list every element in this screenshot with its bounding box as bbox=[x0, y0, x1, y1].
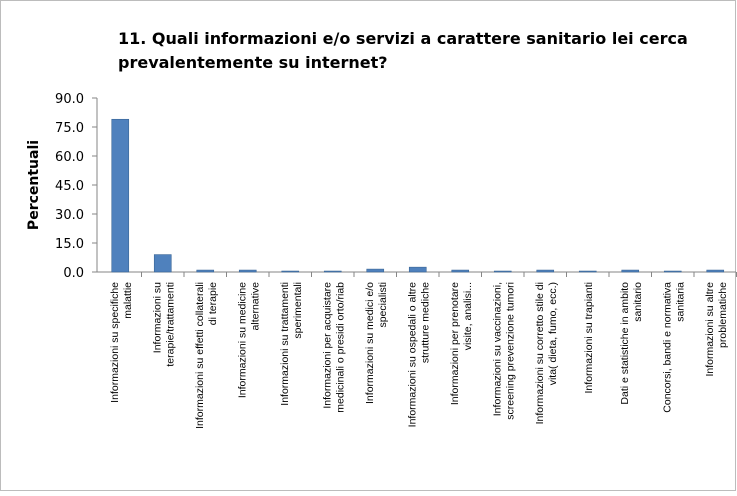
x-tick-label-line: malattie bbox=[122, 282, 134, 319]
y-tick-label: 60.0 bbox=[55, 150, 84, 165]
bar bbox=[196, 269, 215, 273]
x-tick-label-line: terapie/trattamenti bbox=[164, 282, 176, 367]
x-tick-label-line: Informazioni su trattamenti bbox=[279, 282, 291, 406]
title-line: prevalentemente su internet? bbox=[118, 53, 388, 72]
bar bbox=[536, 269, 555, 273]
y-tick-label: 75.0 bbox=[55, 121, 84, 136]
bar bbox=[323, 270, 342, 273]
y-tick-label: 30.0 bbox=[55, 208, 84, 223]
x-tick-label-line: Informazioni per prenotare bbox=[449, 282, 461, 405]
x-tick-label-line: Informazioni per acquistare bbox=[321, 282, 333, 409]
bar bbox=[706, 269, 725, 273]
x-tick-label-line: medicinali o presidi orto/riab bbox=[334, 282, 346, 413]
x-tick-label-line: sanitario bbox=[632, 282, 644, 322]
x-tick-label-line: Informazioni su trapianti bbox=[583, 282, 595, 393]
bar bbox=[663, 270, 682, 273]
bar bbox=[153, 254, 172, 273]
y-axis-label: Percentuali bbox=[26, 140, 42, 230]
title-line: 11. Quali informazioni e/o servizi a car… bbox=[118, 29, 688, 48]
x-tick-label: Informazioni su medicinealternative bbox=[236, 282, 261, 398]
y-tick-label: 45.0 bbox=[55, 179, 84, 194]
x-tick-label-line: Informazioni su medicine bbox=[236, 282, 248, 398]
x-tick-label: Dati e statistiche in ambitosanitario bbox=[619, 282, 644, 405]
y-tick-label: 0.0 bbox=[63, 266, 84, 281]
x-tick-label: Concorsi, bandi e normativasanitaria bbox=[661, 282, 686, 413]
x-tick-label-line: di terapie bbox=[207, 282, 219, 325]
bar bbox=[366, 268, 385, 273]
x-tick-label-line: sanitaria bbox=[674, 282, 686, 322]
y-tick-label: 15.0 bbox=[55, 237, 84, 252]
chart-title: 11. Quali informazioni e/o servizi a car… bbox=[118, 29, 693, 72]
x-tick-label-line: strutture mediche bbox=[419, 282, 431, 363]
bar bbox=[451, 269, 470, 273]
x-tick-label-line: screening prevenzione tumori bbox=[504, 282, 516, 420]
x-tick-label: Informazioni su altreproblematiche bbox=[704, 282, 729, 377]
x-tick-label-line: Informazioni su corretto stile di bbox=[534, 282, 546, 424]
bar bbox=[281, 270, 300, 273]
x-tick-label-line: alternative bbox=[249, 282, 261, 331]
x-tick-label: Informazioni su vaccinazioni,screening p… bbox=[491, 282, 516, 420]
x-tick-label: Informazioni su medici e/ospecialisti bbox=[364, 282, 389, 404]
x-tick-label-line: Dati e statistiche in ambito bbox=[619, 282, 631, 405]
x-tick-label-line: Informazioni su ospedali o altre bbox=[406, 282, 418, 427]
x-tick-label-line: Informazioni su bbox=[151, 282, 163, 353]
x-tick-label: Informazioni suterapie/trattamenti bbox=[151, 282, 176, 367]
x-tick-label: Informazioni su ospedali o altrestruttur… bbox=[406, 282, 431, 427]
bar bbox=[578, 270, 597, 273]
bar bbox=[111, 118, 130, 273]
bar bbox=[621, 269, 640, 273]
x-tick-label-line: Informazioni su medici e/o bbox=[364, 282, 376, 404]
x-tick-label: Informazioni per prenotarevisite, analis… bbox=[449, 282, 474, 405]
x-tick-label-line: Informazioni su effetti collaterali bbox=[194, 282, 206, 429]
x-tick-label-line: sperimentali bbox=[292, 282, 304, 339]
bar bbox=[493, 270, 512, 273]
x-tick-label-line: problematiche bbox=[717, 282, 729, 348]
x-tick-label-line: Informazioni su specifiche bbox=[109, 282, 121, 403]
x-tick-label: Informazioni su specifichemalattie bbox=[109, 282, 134, 403]
x-tick-label-line: visite, analisi... bbox=[462, 282, 474, 350]
x-tick-label-line: Concorsi, bandi e normativa bbox=[661, 282, 673, 413]
x-tick-label: Informazioni su effetti collateralidi te… bbox=[194, 282, 219, 429]
bar bbox=[238, 269, 257, 273]
x-tick-label-line: specialisti bbox=[377, 282, 389, 328]
bar bbox=[408, 266, 427, 273]
x-tick-label-line: Informazioni su vaccinazioni, bbox=[491, 282, 503, 416]
x-tick-label: Informazioni su trapianti bbox=[583, 282, 595, 393]
x-tick-label: Informazioni su trattamentisperimentali bbox=[279, 282, 304, 406]
x-tick-label: Informazioni per acquistaremedicinali o … bbox=[321, 282, 346, 413]
x-tick-label-line: Informazioni su altre bbox=[704, 282, 716, 377]
x-tick-label: Informazioni su corretto stile divita( d… bbox=[534, 282, 559, 424]
x-tick-label-line: vita( dieta, fumo, ecc.) bbox=[547, 282, 559, 385]
y-tick-label: 90.0 bbox=[55, 92, 84, 107]
